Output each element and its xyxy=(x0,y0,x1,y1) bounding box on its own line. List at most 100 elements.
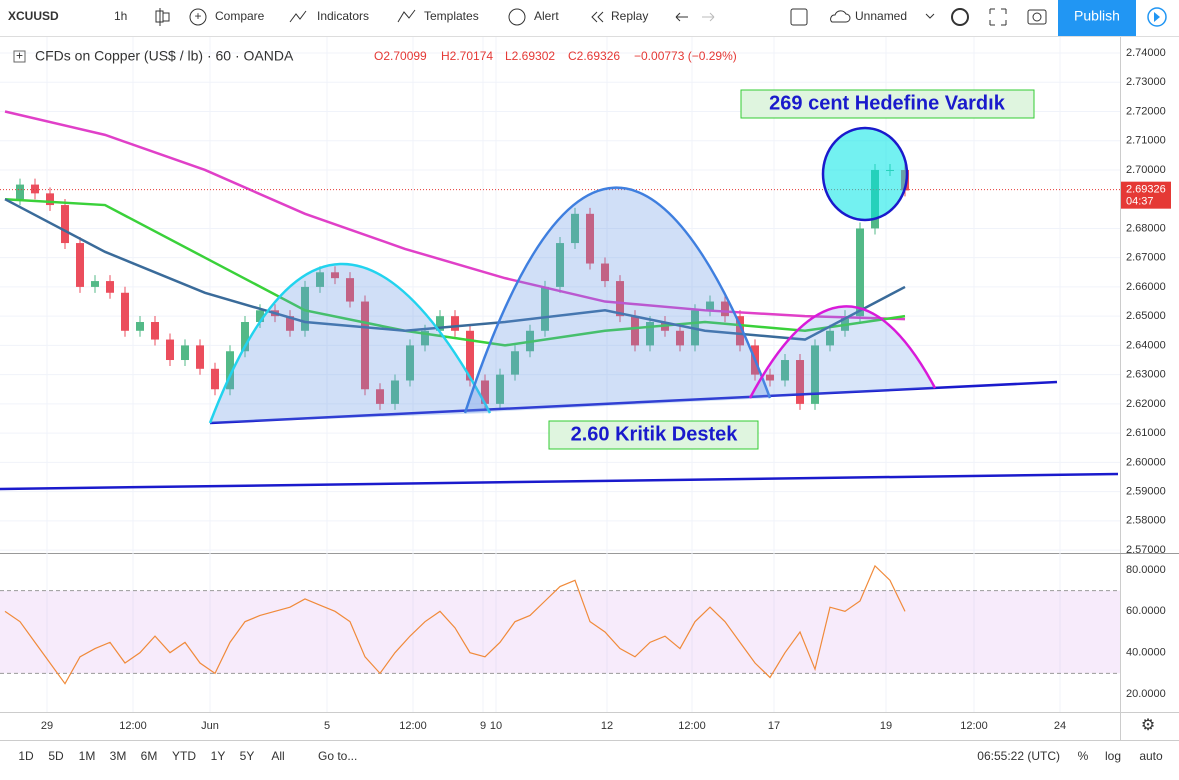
candle xyxy=(451,316,459,331)
candle xyxy=(721,301,729,317)
candle xyxy=(181,345,189,361)
candle xyxy=(286,316,294,331)
candle xyxy=(61,205,69,244)
time-tick-label: 12:00 xyxy=(399,720,427,732)
time-tick-label: 12 xyxy=(601,720,613,732)
candle xyxy=(571,213,579,244)
svg-text:+: + xyxy=(16,49,23,63)
range-button[interactable]: 1Y xyxy=(211,749,226,763)
time-tick-label: 10 xyxy=(490,720,502,732)
candle xyxy=(331,272,339,279)
legend-change: −0.00773 (−0.29%) xyxy=(634,49,737,63)
legend-high: H2.70174 xyxy=(441,49,493,63)
compare-button[interactable]: Compare xyxy=(215,9,265,23)
rsi-tick-label: 40.0000 xyxy=(1126,647,1166,659)
range-button[interactable]: 6M xyxy=(141,749,158,763)
range-button[interactable]: All xyxy=(271,749,284,763)
rsi-tick-label: 20.0000 xyxy=(1126,688,1166,700)
time-tick-label: 5 xyxy=(324,720,330,732)
candle xyxy=(91,281,99,287)
candle xyxy=(736,316,744,346)
last-price-tag xyxy=(1121,181,1171,209)
candle xyxy=(421,330,429,346)
svg-text:⚙: ⚙ xyxy=(1141,717,1155,734)
candle xyxy=(856,228,864,317)
svg-text:+: + xyxy=(194,9,201,23)
layout-name[interactable]: Unnamed xyxy=(855,9,907,23)
percent-toggle[interactable]: % xyxy=(1078,749,1089,763)
indicators-button[interactable]: Indicators xyxy=(317,9,369,23)
candle xyxy=(76,243,84,287)
candle xyxy=(241,322,249,352)
candle xyxy=(811,345,819,404)
candle xyxy=(121,292,129,331)
time-tick-label: 29 xyxy=(41,720,53,732)
candle xyxy=(256,310,264,323)
candle xyxy=(196,345,204,369)
time-tick-label: Jun xyxy=(201,720,219,732)
range-button[interactable]: 5Y xyxy=(240,749,255,763)
price-tick-label: 2.70000 xyxy=(1126,164,1166,176)
log-toggle[interactable]: log xyxy=(1105,749,1121,763)
target-annotation: 269 cent Hedefine Vardık xyxy=(769,92,1006,114)
support-annotation: 2.60 Kritik Destek xyxy=(571,423,739,445)
time-tick-label: 24 xyxy=(1054,720,1066,732)
candle xyxy=(166,339,174,361)
publish-button[interactable] xyxy=(1058,0,1136,36)
symbol[interactable]: XCUUSD xyxy=(8,9,59,23)
interval[interactable]: 1h xyxy=(114,9,127,23)
price-tick-label: 2.63000 xyxy=(1126,369,1166,381)
candle xyxy=(646,322,654,346)
candle xyxy=(511,351,519,375)
candle xyxy=(496,374,504,404)
candle xyxy=(766,374,774,381)
replay-button[interactable]: Replay xyxy=(611,9,648,23)
countdown: 04:37 xyxy=(1126,196,1154,208)
candle xyxy=(481,380,489,404)
time-tick-label: 12:00 xyxy=(960,720,988,732)
candle xyxy=(106,281,114,293)
price-tick-label: 2.58000 xyxy=(1126,515,1166,527)
price-tick-label: 2.65000 xyxy=(1126,310,1166,322)
goto-button[interactable]: Go to... xyxy=(318,749,357,763)
candle xyxy=(16,184,24,200)
price-tick-label: 2.72000 xyxy=(1126,105,1166,117)
time-tick-label: 12:00 xyxy=(678,720,706,732)
auto-toggle[interactable]: auto xyxy=(1139,749,1163,763)
price-tick-label: 2.74000 xyxy=(1126,47,1166,59)
candle xyxy=(676,330,684,346)
price-tick-label: 2.68000 xyxy=(1126,222,1166,234)
range-button[interactable]: 1D xyxy=(18,749,34,763)
candle xyxy=(346,278,354,302)
time-tick-label: 9 xyxy=(480,720,486,732)
moving-average xyxy=(4,110,906,321)
rsi-band xyxy=(0,590,1120,674)
range-button[interactable]: 1M xyxy=(79,749,96,763)
candle xyxy=(31,184,39,194)
price-tick-label: 2.59000 xyxy=(1126,486,1166,498)
moving-average xyxy=(4,198,906,341)
range-button[interactable]: YTD xyxy=(172,749,196,763)
candle xyxy=(391,380,399,404)
candle xyxy=(466,330,474,381)
candle xyxy=(601,263,609,282)
candle xyxy=(826,330,834,346)
rsi-line xyxy=(4,564,906,685)
alert-button[interactable]: Alert xyxy=(534,9,559,23)
moving-average xyxy=(4,197,906,347)
templates-button[interactable]: Templates xyxy=(424,9,479,23)
range-button[interactable]: 5D xyxy=(48,749,64,763)
rsi-tick-label: 80.0000 xyxy=(1126,564,1166,576)
publish-label[interactable]: Publish xyxy=(1074,8,1120,24)
price-tick-label: 2.62000 xyxy=(1126,398,1166,410)
candle xyxy=(706,301,714,311)
candle xyxy=(541,286,549,331)
candle xyxy=(841,316,849,331)
candle xyxy=(151,322,159,340)
candle xyxy=(316,272,324,287)
price-tick-label: 2.64000 xyxy=(1126,339,1166,351)
candle xyxy=(226,351,234,390)
range-button[interactable]: 3M xyxy=(110,749,127,763)
